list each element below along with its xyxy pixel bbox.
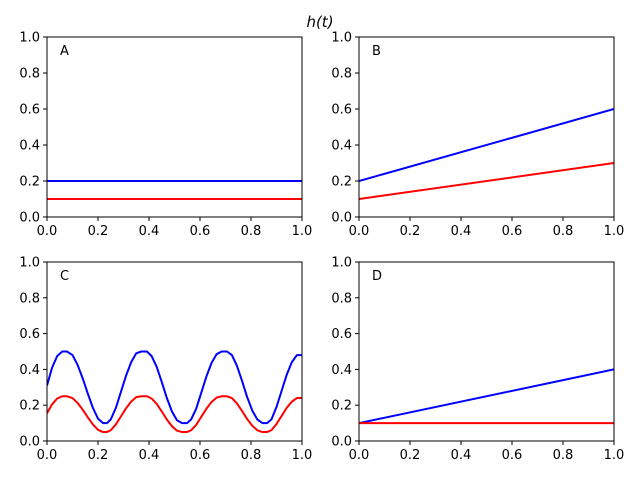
panel-a-y-tick-label: 0.0 bbox=[19, 211, 40, 226]
panel-a-y-tick-label: 0.2 bbox=[19, 175, 40, 190]
panel-c-axes-frame bbox=[46, 261, 303, 442]
panel-d-y-tick-label: 0.4 bbox=[331, 363, 352, 378]
panel-b-x-tick-label: 1.0 bbox=[604, 224, 625, 239]
panel-d-x-tick-label: 0.2 bbox=[400, 448, 421, 463]
panel-c-x-tick-label: 1.0 bbox=[292, 448, 313, 463]
panel-c-series-0-line bbox=[47, 350, 302, 425]
panel-d-y-tick-label: 0.8 bbox=[331, 291, 352, 306]
panel-b-series-1-line bbox=[359, 162, 614, 200]
panel-a-x-tick-label: 0.6 bbox=[190, 224, 211, 239]
panel-d-y-tick-label: 0.6 bbox=[331, 327, 352, 342]
panel-c-y-tick-label: 0.0 bbox=[19, 435, 40, 450]
panel-c-y-tick-label: 0.4 bbox=[19, 363, 40, 378]
panel-c-x-tick-label: 0.6 bbox=[190, 448, 211, 463]
panel-b-axes-frame bbox=[358, 36, 615, 218]
panel-d-axes-frame bbox=[358, 261, 615, 442]
panel-c-x-tick-label: 0.4 bbox=[139, 448, 160, 463]
panel-b-y-tick-label: 1.0 bbox=[331, 31, 352, 46]
panel-d-y-tick-label: 0.2 bbox=[331, 399, 352, 414]
panel-b-x-tick-label: 0.6 bbox=[502, 224, 523, 239]
panel-a-x-tick-label: 0.2 bbox=[88, 224, 109, 239]
panel-c-x-tick-label: 0.2 bbox=[88, 448, 109, 463]
panel-a-label: A bbox=[60, 44, 69, 59]
panel-c-label: C bbox=[60, 269, 69, 284]
panel-d-label: D bbox=[372, 269, 382, 284]
panel-d-x-tick-label: 0.0 bbox=[349, 448, 370, 463]
panel-d-x-tick-label: 0.4 bbox=[451, 448, 472, 463]
panel-d-x-tick-label: 0.8 bbox=[553, 448, 574, 463]
panel-d-y-tick-label: 0.0 bbox=[331, 435, 352, 450]
panel-a: 0.0 0.2 0.4 0.6 0.8 1.0 0.0 0.2 0.4 0.6 0.8 1.0 A bbox=[19, 31, 312, 240]
panel-c-x-tick-label: 0.8 bbox=[241, 448, 262, 463]
panel-a-y-tick-label: 0.8 bbox=[19, 67, 40, 82]
panel-d-y-tick-label: 1.0 bbox=[331, 256, 352, 271]
panel-a-x-tick-label: 0.0 bbox=[37, 224, 58, 239]
panel-b-x-tick-label: 0.0 bbox=[349, 224, 370, 239]
panel-c-y-tick-label: 0.2 bbox=[19, 399, 40, 414]
panel-b-label: B bbox=[372, 44, 381, 59]
panel-a-x-tick-label: 0.8 bbox=[241, 224, 262, 239]
panel-a-y-tick-label: 0.4 bbox=[19, 139, 40, 154]
panel-b-y-tick-label: 0.6 bbox=[331, 103, 352, 118]
panel-d-x-tick-label: 0.6 bbox=[502, 448, 523, 463]
panel-c-series-1-line bbox=[47, 395, 302, 434]
panel-b-series-0-line bbox=[359, 108, 614, 182]
figure-title: h(t) bbox=[306, 13, 334, 31]
panel-d: 0.0 0.2 0.4 0.6 0.8 1.0 0.0 0.2 0.4 0.6 0.8 1.0 D bbox=[331, 256, 624, 464]
panel-c-x-tick-label: 0.0 bbox=[37, 448, 58, 463]
panel-b-x-tick-label: 0.2 bbox=[400, 224, 421, 239]
panel-a-y-tick-label: 0.6 bbox=[19, 103, 40, 118]
panel-a-x-tick-label: 1.0 bbox=[292, 224, 313, 239]
panel-c-y-tick-label: 1.0 bbox=[19, 256, 40, 271]
panel-b: 0.0 0.2 0.4 0.6 0.8 1.0 0.0 0.2 0.4 0.6 0.8 1.0 B bbox=[331, 31, 624, 240]
panel-a-x-tick-label: 0.4 bbox=[139, 224, 160, 239]
panel-b-x-tick-label: 0.4 bbox=[451, 224, 472, 239]
panel-c-y-tick-label: 0.8 bbox=[19, 291, 40, 306]
panel-c-y-tick-label: 0.6 bbox=[19, 327, 40, 342]
panel-a-y-tick-label: 1.0 bbox=[19, 31, 40, 46]
panel-d-x-tick-label: 1.0 bbox=[604, 448, 625, 463]
panel-d-series-0-line bbox=[359, 368, 614, 425]
panel-b-y-tick-label: 0.8 bbox=[331, 67, 352, 82]
panel-b-x-tick-label: 0.8 bbox=[553, 224, 574, 239]
panel-b-y-tick-label: 0.4 bbox=[331, 139, 352, 154]
panel-a-axes-frame bbox=[46, 36, 303, 218]
panel-b-y-tick-label: 0.0 bbox=[331, 211, 352, 226]
panel-c: 0.0 0.2 0.4 0.6 0.8 1.0 0.0 0.2 0.4 0.6 0.8 1.0 C bbox=[19, 256, 312, 464]
panel-b-y-tick-label: 0.2 bbox=[331, 175, 352, 190]
